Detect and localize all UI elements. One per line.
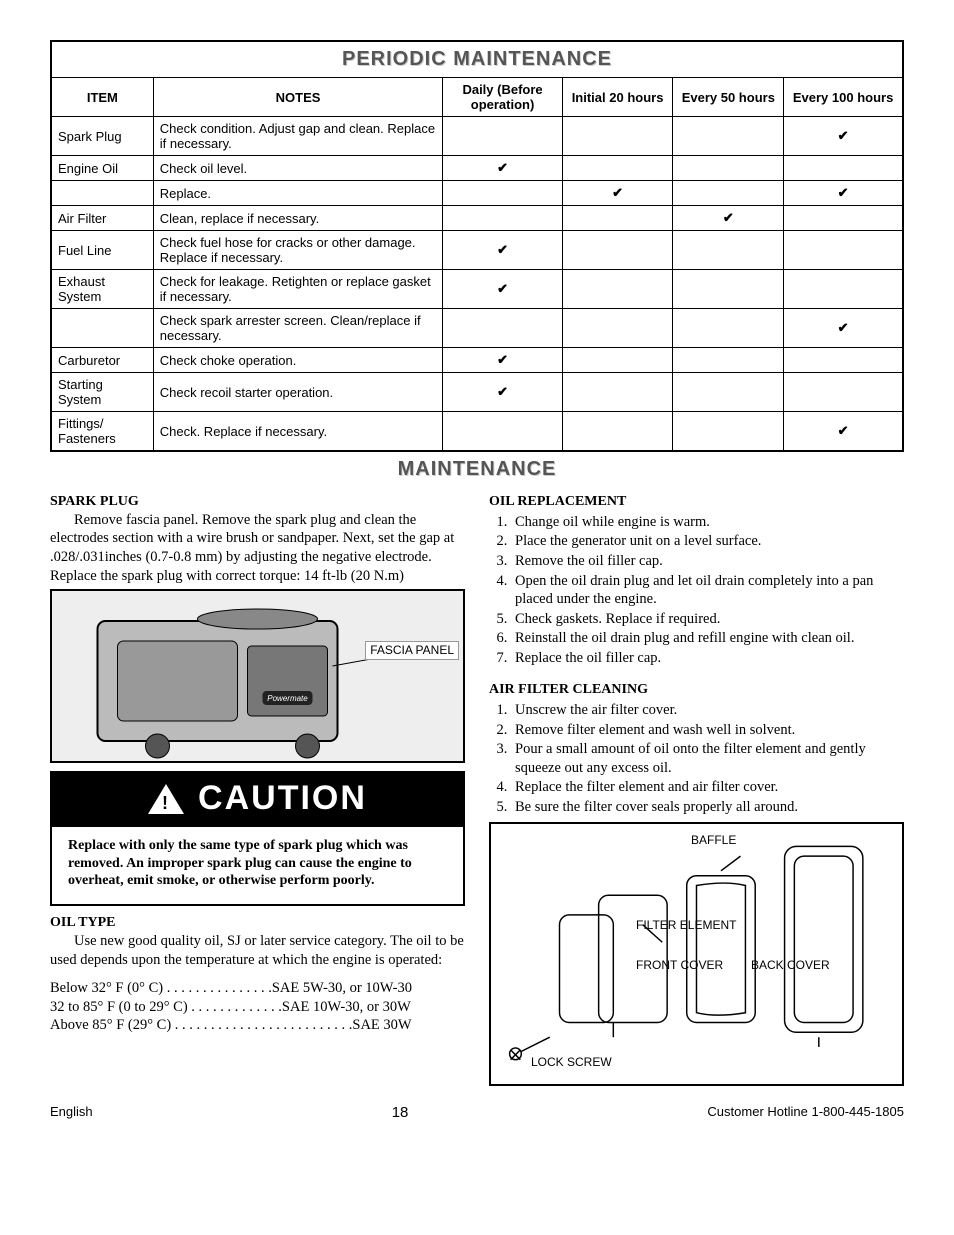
table-row: Starting SystemCheck recoil starter oper… [51,373,903,412]
list-item: Reinstall the oil drain plug and refill … [511,629,904,648]
footer-right: Customer Hotline 1-800-445-1805 [707,1104,904,1121]
baffle-label: BAFFLE [691,834,736,847]
air-filter-heading: AIR FILTER CLEANING [489,681,904,699]
table-row: Fittings/ FastenersCheck. Replace if nec… [51,412,903,452]
left-column: SPARK PLUG Remove fascia panel. Remove t… [50,485,465,1086]
caution-box: CAUTION Replace with only the same type … [50,771,465,906]
air-filter-figure: BAFFLE FILTER ELEMENT FRONT COVER BACK C… [489,822,904,1086]
front-cover-label: FRONT COVER [636,959,723,972]
periodic-maintenance-table: PERIODIC MAINTENANCE ITEM NOTES Daily (B… [50,40,904,452]
footer-left: English [50,1104,93,1121]
spark-plug-heading: SPARK PLUG [50,493,465,511]
generator-illustration: Powermate [52,591,463,761]
list-item: Place the generator unit on a level surf… [511,532,904,551]
spark-plug-body: Remove fascia panel. Remove the spark pl… [50,511,465,585]
caution-text: Replace with only the same type of spark… [52,827,463,905]
list-item: Change oil while engine is warm. [511,513,904,532]
list-item: Unscrew the air filter cover. [511,701,904,720]
fascia-label: FASCIA PANEL [365,641,459,660]
caution-label: CAUTION [198,777,367,821]
table-row: Spark PlugCheck condition. Adjust gap an… [51,117,903,156]
caution-bar: CAUTION [52,773,463,827]
right-column: OIL REPLACEMENT Change oil while engine … [489,485,904,1086]
lock-screw-label: LOCK SCREW [531,1056,612,1069]
table-row: Engine OilCheck oil level.✔ [51,156,903,181]
warning-triangle-icon [148,784,184,814]
fascia-panel-figure: Powermate FASCIA PANEL [50,589,465,763]
oil-replacement-steps: Change oil while engine is warm.Place th… [489,513,904,667]
list-item: Be sure the filter cover seals properly … [511,798,904,817]
table-row: CarburetorCheck choke operation.✔ [51,348,903,373]
list-item: Pour a small amount of oil onto the filt… [511,740,904,777]
maintenance-heading: MAINTENANCE [50,458,904,481]
list-item: Replace the oil filler cap. [511,649,904,668]
oil-replacement-heading: OIL REPLACEMENT [489,493,904,511]
svg-text:Powermate: Powermate [267,694,308,703]
list-item: Remove the oil filler cap. [511,552,904,571]
page-number: 18 [392,1104,409,1121]
list-item: Replace the filter element and air filte… [511,778,904,797]
table-row: Fuel LineCheck fuel hose for cracks or o… [51,231,903,270]
filter-element-label: FILTER ELEMENT [636,919,736,932]
table-row: Air FilterClean, replace if necessary.✔ [51,206,903,231]
air-filter-steps: Unscrew the air filter cover.Remove filt… [489,701,904,816]
page-footer: English 18 Customer Hotline 1-800-445-18… [50,1104,904,1121]
list-item: Remove filter element and wash well in s… [511,721,904,740]
table-header-row: ITEM NOTES Daily (Before operation) Init… [51,78,903,117]
back-cover-label: BACK COVER [751,959,830,972]
table-row: Check spark arrester screen. Clean/repla… [51,309,903,348]
air-filter-illustration [491,824,902,1084]
table-title: PERIODIC MAINTENANCE [51,41,903,78]
oil-type-lines: Below 32° F (0° C) . . . . . . . . . . .… [50,979,465,1035]
table-row: Replace.✔✔ [51,181,903,206]
table-row: Exhaust SystemCheck for leakage. Retight… [51,270,903,309]
list-item: Open the oil drain plug and let oil drai… [511,572,904,609]
oil-type-body: Use new good quality oil, SJ or later se… [50,932,465,969]
oil-type-heading: OIL TYPE [50,914,465,932]
list-item: Check gaskets. Replace if required. [511,610,904,629]
